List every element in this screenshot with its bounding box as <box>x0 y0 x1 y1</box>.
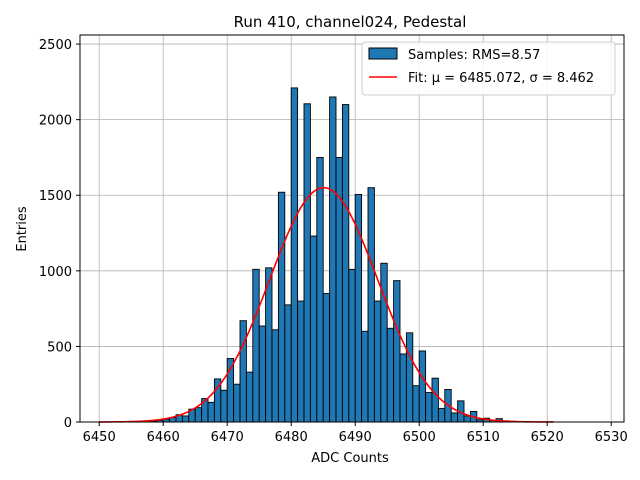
histogram-bar <box>354 194 363 423</box>
histogram-bar <box>265 267 273 423</box>
histogram-bar <box>341 104 350 423</box>
histogram-bar <box>181 415 190 423</box>
gaussian-fit-curve <box>99 186 554 423</box>
histogram-bar <box>233 383 241 423</box>
x-axis-label: ADC Counts <box>311 451 389 466</box>
y-tick-label: 0 <box>64 416 72 431</box>
legend-label-samples: Samples: RMS=8.57 <box>408 48 540 63</box>
histogram-bar <box>239 320 247 423</box>
histogram-bar <box>322 293 331 423</box>
x-tick-label: 6510 <box>467 430 500 445</box>
x-axis-ticks: 6450 6460 6470 6480 6490 6500 6510 6520 6530 <box>83 422 628 445</box>
x-tick-label: 6490 <box>339 430 372 445</box>
x-tick-label: 6470 <box>211 430 244 445</box>
histogram-bar <box>450 412 459 423</box>
histogram-bars <box>149 87 516 423</box>
chart-title: Run 410, channel024, Pedestal <box>234 13 467 31</box>
x-tick-label: 6450 <box>83 430 116 445</box>
legend-label-fit: Fit: μ = 6485.072, σ = 8.462 <box>408 71 594 86</box>
x-tick-label: 6500 <box>403 430 436 445</box>
y-tick-label: 2000 <box>39 114 72 129</box>
histogram-bar <box>425 392 433 423</box>
legend-box <box>361 41 616 96</box>
histogram-bar <box>309 235 318 423</box>
histogram-bar <box>437 407 446 423</box>
y-tick-label: 500 <box>47 340 72 355</box>
histogram-bar <box>373 300 382 423</box>
histogram-bar <box>316 156 324 423</box>
y-axis-ticks: 0 500 1000 1500 2000 2500 <box>39 38 80 431</box>
histogram-bar <box>348 268 356 423</box>
y-axis-label: Entries <box>15 206 30 252</box>
histogram-bar <box>361 330 369 423</box>
histogram-bar <box>297 300 305 423</box>
histogram-bar <box>194 407 203 423</box>
histogram-bar <box>329 96 337 423</box>
histogram-bar <box>393 280 401 423</box>
histogram-bar <box>431 377 439 423</box>
legend: Samples: RMS=8.57 Fit: μ = 6485.072, σ =… <box>361 41 616 96</box>
histogram-bar <box>271 329 279 423</box>
y-tick-label: 1500 <box>39 189 72 204</box>
x-tick-label: 6520 <box>531 430 564 445</box>
histogram-bar <box>284 304 292 423</box>
histogram-bar <box>463 415 471 423</box>
histogram-bar <box>399 353 407 423</box>
histogram-bar <box>277 191 286 423</box>
x-tick-label: 6460 <box>147 430 180 445</box>
x-tick-label: 6530 <box>595 430 628 445</box>
histogram-bar <box>412 385 420 423</box>
histogram-bar <box>258 325 267 423</box>
histogram-bar <box>245 371 254 423</box>
histogram-bar <box>220 389 228 423</box>
histogram-bar <box>386 327 395 423</box>
histogram-bar <box>303 103 311 423</box>
plot-frame <box>79 34 625 423</box>
histogram-bar <box>367 187 375 423</box>
y-tick-label: 2500 <box>39 38 72 53</box>
x-tick-label: 6480 <box>275 430 308 445</box>
histogram-bar <box>380 262 388 423</box>
histogram-bar <box>252 268 260 423</box>
histogram-bar <box>418 350 427 423</box>
y-tick-label: 1000 <box>39 265 72 280</box>
histogram-bar <box>405 332 414 423</box>
legend-swatch-samples <box>368 47 398 60</box>
histogram-bar <box>207 401 215 423</box>
histogram-bar <box>290 87 299 423</box>
